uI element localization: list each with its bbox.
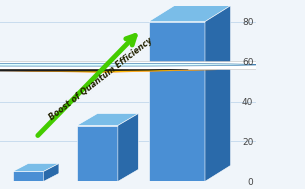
Circle shape — [0, 63, 259, 66]
Polygon shape — [0, 69, 188, 71]
FancyBboxPatch shape — [0, 62, 305, 70]
Text: Boost of Quantum Efficiency: Boost of Quantum Efficiency — [47, 35, 154, 122]
Polygon shape — [149, 6, 231, 22]
Polygon shape — [13, 171, 44, 181]
Polygon shape — [205, 6, 231, 181]
Polygon shape — [77, 125, 118, 181]
Polygon shape — [0, 64, 146, 69]
Polygon shape — [146, 61, 305, 65]
Polygon shape — [0, 69, 217, 72]
Polygon shape — [44, 163, 59, 181]
Polygon shape — [13, 163, 59, 171]
Polygon shape — [77, 114, 138, 125]
Polygon shape — [149, 22, 205, 181]
Polygon shape — [118, 114, 138, 181]
